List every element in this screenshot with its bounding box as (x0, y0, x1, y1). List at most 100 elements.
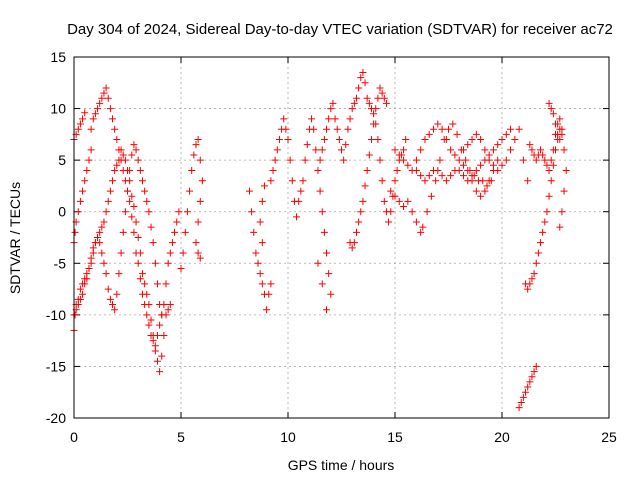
data-point (376, 84, 384, 92)
data-point (119, 228, 127, 236)
series-arc-k (391, 125, 515, 185)
data-point (367, 136, 375, 144)
data-point (252, 249, 260, 257)
data-point (171, 228, 179, 236)
data-point (158, 311, 166, 319)
data-points (70, 68, 570, 412)
data-point (198, 177, 206, 185)
data-point (81, 177, 89, 185)
data-point (98, 94, 106, 102)
data-point (543, 161, 551, 169)
data-point (192, 239, 200, 247)
data-point (498, 161, 506, 169)
data-point (472, 187, 480, 195)
data-point (387, 208, 395, 216)
data-point (365, 151, 373, 159)
series-arc-j (346, 84, 390, 252)
data-point (532, 362, 540, 370)
data-point (325, 270, 333, 278)
data-point (89, 115, 97, 123)
data-point (81, 280, 89, 288)
data-point (76, 197, 84, 205)
data-point (71, 228, 79, 236)
series-arc-q (526, 115, 564, 174)
data-point (314, 166, 322, 174)
series-arc-f (177, 136, 206, 272)
data-point (130, 203, 138, 211)
data-point (331, 115, 339, 123)
data-point (248, 208, 256, 216)
data-point (83, 166, 91, 174)
data-point (119, 151, 127, 159)
data-point (260, 182, 268, 190)
data-point (395, 197, 403, 205)
data-point (515, 404, 523, 412)
data-point (196, 197, 204, 205)
data-point (183, 208, 191, 216)
data-point (477, 161, 485, 169)
data-point (132, 218, 140, 226)
data-point (74, 208, 82, 216)
data-point (166, 249, 174, 257)
data-point (327, 290, 335, 298)
data-point (459, 161, 467, 169)
data-point (517, 399, 525, 407)
data-point (164, 259, 172, 267)
data-point (417, 146, 425, 154)
data-point (158, 352, 166, 360)
data-point (541, 218, 549, 226)
data-point (455, 156, 463, 164)
data-point (312, 146, 320, 154)
data-point (280, 115, 288, 123)
data-point (361, 79, 369, 87)
y-tick-label: 15 (50, 49, 66, 65)
data-point (459, 146, 467, 154)
data-point (485, 177, 493, 185)
data-point (102, 84, 110, 92)
series-arc-i (316, 68, 410, 226)
data-point (147, 316, 155, 324)
data-point (79, 187, 87, 195)
data-point (320, 228, 328, 236)
data-point (549, 161, 557, 169)
data-point (344, 125, 352, 133)
data-point (391, 192, 399, 200)
data-point (528, 146, 536, 154)
x-tick-label: 0 (70, 429, 78, 445)
data-point (355, 84, 363, 92)
data-point (348, 244, 356, 252)
data-point (156, 368, 164, 376)
data-point (442, 136, 450, 144)
data-point (115, 270, 123, 278)
data-point (128, 192, 136, 200)
data-point (468, 177, 476, 185)
data-point (282, 125, 290, 133)
data-point (447, 146, 455, 154)
data-point (288, 177, 296, 185)
x-tick-label: 10 (280, 429, 296, 445)
y-tick-label: 0 (58, 204, 66, 220)
data-point (141, 187, 149, 195)
data-point (425, 130, 433, 138)
data-point (318, 208, 326, 216)
data-point (485, 156, 493, 164)
data-point (472, 130, 480, 138)
data-point (357, 74, 365, 82)
data-point (502, 156, 510, 164)
data-point (511, 136, 519, 144)
data-point (181, 228, 189, 236)
data-point (299, 177, 307, 185)
data-point (301, 156, 309, 164)
data-point (76, 120, 84, 128)
series-arc-g (245, 182, 275, 314)
data-point (147, 223, 155, 231)
data-point (265, 290, 273, 298)
data-point (537, 146, 545, 154)
data-point (111, 125, 119, 133)
data-point (340, 156, 348, 164)
data-point (76, 285, 84, 293)
data-point (400, 146, 408, 154)
data-point (472, 166, 480, 174)
data-point (556, 136, 564, 144)
data-point (104, 197, 112, 205)
